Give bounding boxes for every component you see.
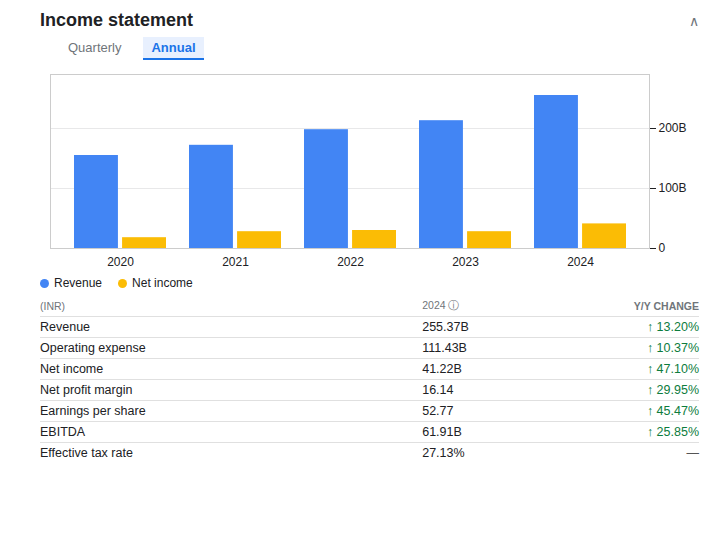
html-text:↑ 29.95%: ↑ 29.95% [646, 383, 699, 397]
svg-text:2023: 2023 [452, 255, 479, 269]
html-text:Revenue: Revenue [40, 320, 90, 334]
html-text:Revenue: Revenue [54, 276, 102, 290]
html-text:52.77: 52.77 [422, 404, 454, 418]
html-text:Annual: Annual [151, 40, 196, 55]
svg-text:2022: 2022 [337, 255, 364, 269]
html-text:2024 ⓘ: 2024 ⓘ [422, 299, 460, 311]
html-text:↑ 45.47%: ↑ 45.47% [646, 404, 699, 418]
html-text:27.13%: 27.13% [422, 446, 465, 460]
svg-text:2020: 2020 [107, 255, 134, 269]
html-text:↑ 13.20%: ↑ 13.20% [646, 320, 699, 334]
html-text:Y/Y CHANGE: Y/Y CHANGE [633, 300, 699, 312]
html-text:255.37B: 255.37B [422, 320, 469, 334]
html-text:Operating expense: Operating expense [40, 341, 146, 355]
html-text:Effective tax rate: Effective tax rate [40, 446, 133, 460]
html-text:EBITDA: EBITDA [40, 425, 86, 439]
svg-text:2024: 2024 [567, 255, 594, 269]
html-text:(INR): (INR) [40, 300, 66, 312]
svg-text:100B: 100B [659, 181, 687, 195]
html-text:↑ 47.10%: ↑ 47.10% [646, 362, 699, 376]
html-text:61.91B: 61.91B [422, 425, 462, 439]
html-text:111.43B: 111.43B [422, 341, 467, 355]
svg-text:200B: 200B [659, 121, 687, 135]
html-text:Quarterly: Quarterly [68, 40, 122, 55]
html-text:Net income: Net income [132, 276, 193, 290]
html-text:Income statement: Income statement [40, 10, 193, 30]
html-text:41.22B: 41.22B [422, 362, 462, 376]
html-text:Net profit margin: Net profit margin [40, 383, 133, 397]
svg-text:2021: 2021 [222, 255, 249, 269]
html-text:Earnings per share: Earnings per share [40, 404, 146, 418]
html-text:↑ 25.85%: ↑ 25.85% [646, 425, 699, 439]
html-text:↑ 10.37%: ↑ 10.37% [646, 341, 699, 355]
html-text:Net income: Net income [40, 362, 104, 376]
svg-text:0: 0 [659, 241, 666, 255]
html-text:16.14: 16.14 [422, 383, 454, 397]
